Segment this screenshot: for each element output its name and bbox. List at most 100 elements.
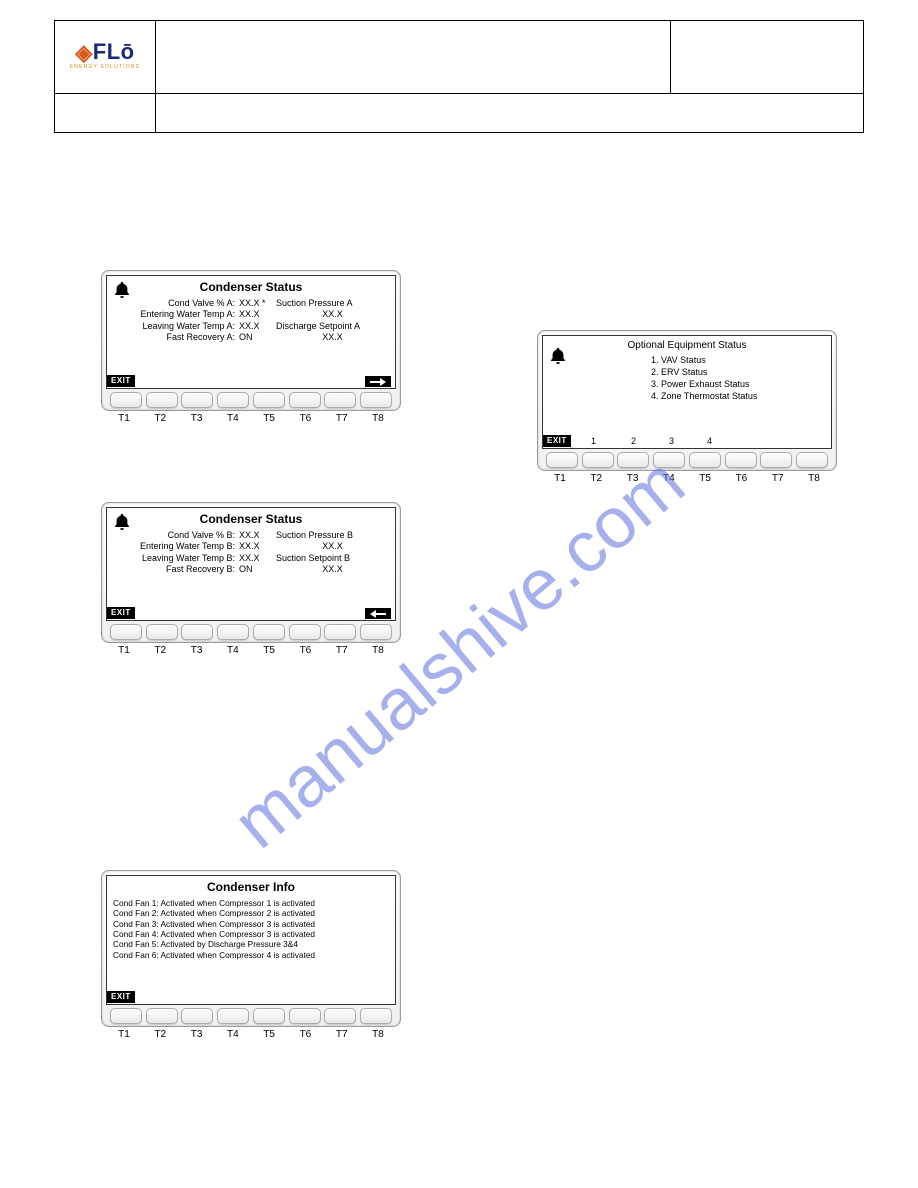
- hard-button[interactable]: [582, 452, 614, 468]
- row-right: XX.X: [276, 309, 389, 320]
- hard-button[interactable]: [146, 392, 178, 408]
- hard-button[interactable]: [110, 392, 142, 408]
- logo-subtext: ENERGY SOLUTIONS: [70, 65, 141, 70]
- row-label: Entering Water Temp B:: [113, 541, 239, 552]
- hard-button[interactable]: [760, 452, 792, 468]
- header-title-cell: [55, 94, 156, 133]
- row-label: Leaving Water Temp B:: [113, 553, 239, 564]
- hard-button[interactable]: [253, 1008, 285, 1024]
- hard-button[interactable]: [324, 392, 356, 408]
- row-value: XX.X: [239, 530, 276, 541]
- btn-label: T2: [581, 473, 611, 484]
- btn-label: T5: [690, 473, 720, 484]
- prev-arrow-icon[interactable]: [365, 608, 391, 619]
- row-value: XX.X: [239, 553, 276, 564]
- btn-label: T8: [363, 1029, 393, 1040]
- btn-label: T6: [290, 645, 320, 656]
- hard-button[interactable]: [146, 624, 178, 640]
- hard-button[interactable]: [360, 624, 392, 640]
- logo-cell: ◈FLō ENERGY SOLUTIONS: [55, 21, 156, 94]
- btn-label: T4: [218, 413, 248, 424]
- hard-button[interactable]: [796, 452, 828, 468]
- btn-label: T7: [327, 645, 357, 656]
- hard-button[interactable]: [217, 392, 249, 408]
- btn-label: T1: [109, 413, 139, 424]
- button-labels: T1T2T3T4T5T6T7T8: [101, 643, 401, 656]
- row-right: XX.X: [276, 332, 389, 343]
- btn-label: T7: [327, 413, 357, 424]
- bottom-number: 4: [707, 436, 712, 447]
- button-labels: T1T2T3T4T5T6T7T8: [101, 1027, 401, 1040]
- btn-label: T6: [290, 1029, 320, 1040]
- row-right: XX.X: [276, 541, 389, 552]
- exit-button[interactable]: EXIT: [107, 375, 135, 387]
- hard-button[interactable]: [110, 1008, 142, 1024]
- btn-label: T3: [182, 1029, 212, 1040]
- hard-button[interactable]: [181, 624, 213, 640]
- btn-label: T3: [618, 473, 648, 484]
- row-value: XX.X *: [239, 298, 276, 309]
- btn-label: T2: [145, 645, 175, 656]
- exit-button[interactable]: EXIT: [543, 435, 571, 447]
- row-value: ON: [239, 564, 276, 575]
- hard-button[interactable]: [253, 392, 285, 408]
- hard-button[interactable]: [725, 452, 757, 468]
- header-table: ◈FLō ENERGY SOLUTIONS: [54, 20, 864, 133]
- exit-button[interactable]: EXIT: [107, 991, 135, 1003]
- logo-text: FLō: [93, 39, 135, 64]
- btn-label: T5: [254, 645, 284, 656]
- panel-condenser-b: Condenser Status Cond Valve % B:XX.XSuct…: [101, 502, 401, 656]
- hard-button[interactable]: [217, 1008, 249, 1024]
- panel-condenser-a: Condenser Status Cond Valve % A:XX.X *Su…: [101, 270, 401, 424]
- hard-button[interactable]: [253, 624, 285, 640]
- screen-title: Optional Equipment Status: [543, 340, 831, 353]
- row-right: Discharge Setpoint A: [276, 321, 389, 332]
- btn-label: T8: [799, 473, 829, 484]
- screen-title: Condenser Info: [107, 880, 395, 895]
- btn-label: T4: [654, 473, 684, 484]
- hard-button[interactable]: [289, 392, 321, 408]
- hard-button[interactable]: [617, 452, 649, 468]
- bottom-number: 3: [669, 436, 674, 447]
- btn-label: T8: [363, 645, 393, 656]
- next-arrow-icon[interactable]: [365, 376, 391, 387]
- btn-label: T6: [726, 473, 756, 484]
- hard-button[interactable]: [181, 1008, 213, 1024]
- row-value: XX.X: [239, 309, 276, 320]
- bottom-number: 1: [591, 436, 596, 447]
- hard-button[interactable]: [324, 624, 356, 640]
- row-right: Suction Pressure B: [276, 530, 389, 541]
- hard-button[interactable]: [324, 1008, 356, 1024]
- hard-button[interactable]: [110, 624, 142, 640]
- btn-label: T5: [254, 1029, 284, 1040]
- row-label: Cond Valve % B:: [113, 530, 239, 541]
- hard-button[interactable]: [360, 392, 392, 408]
- info-line: Cond Fan 6: Activated when Compressor 4 …: [111, 950, 391, 960]
- hard-button[interactable]: [360, 1008, 392, 1024]
- flo-logo: ◈FLō ENERGY SOLUTIONS: [70, 41, 141, 70]
- btn-label: T6: [290, 413, 320, 424]
- row-value: XX.X: [239, 541, 276, 552]
- info-line: Cond Fan 5: Activated by Discharge Press…: [111, 939, 391, 949]
- hard-button[interactable]: [217, 624, 249, 640]
- header-mid: [156, 21, 671, 94]
- row-label: Fast Recovery B:: [113, 564, 239, 575]
- hard-button[interactable]: [289, 1008, 321, 1024]
- hard-button[interactable]: [653, 452, 685, 468]
- btn-label: T8: [363, 413, 393, 424]
- hard-button[interactable]: [181, 392, 213, 408]
- opt-item: 1. VAV Status: [651, 354, 757, 366]
- page: ◈FLō ENERGY SOLUTIONS manualshive.com Co…: [0, 0, 918, 1188]
- panel-optional: Optional Equipment Status 1. VAV Status …: [537, 330, 837, 484]
- btn-label: T1: [545, 473, 575, 484]
- hard-button[interactable]: [289, 624, 321, 640]
- hard-button[interactable]: [546, 452, 578, 468]
- btn-label: T2: [145, 413, 175, 424]
- btn-label: T1: [109, 645, 139, 656]
- hard-button[interactable]: [146, 1008, 178, 1024]
- btn-label: T4: [218, 645, 248, 656]
- exit-button[interactable]: EXIT: [107, 607, 135, 619]
- hard-button[interactable]: [689, 452, 721, 468]
- info-line: Cond Fan 1: Activated when Compressor 1 …: [111, 898, 391, 908]
- info-line: Cond Fan 2: Activated when Compressor 2 …: [111, 908, 391, 918]
